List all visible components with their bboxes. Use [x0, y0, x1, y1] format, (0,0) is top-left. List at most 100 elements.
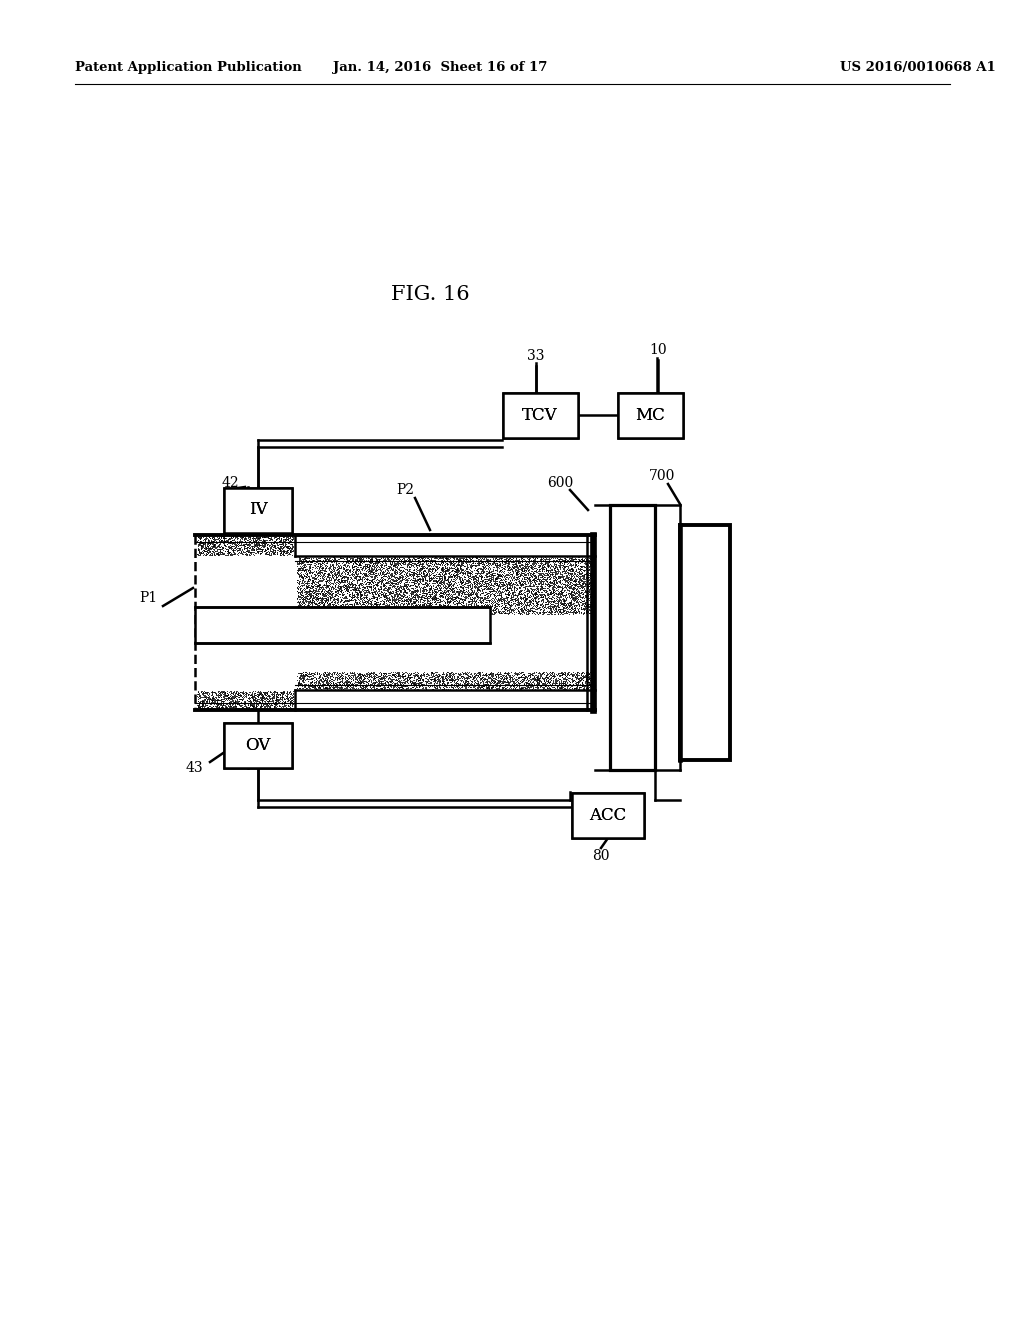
Point	[563, 598, 580, 619]
Point	[519, 577, 536, 598]
Point	[323, 583, 339, 605]
Point	[550, 568, 566, 589]
Point	[364, 564, 380, 585]
Point	[423, 663, 439, 684]
Point	[482, 569, 499, 590]
Point	[358, 585, 375, 606]
Point	[292, 664, 308, 685]
Point	[323, 578, 339, 599]
Point	[221, 688, 238, 709]
Point	[368, 562, 384, 583]
Point	[496, 574, 512, 595]
Point	[468, 546, 484, 568]
Point	[427, 661, 443, 682]
Point	[398, 562, 415, 583]
Point	[349, 582, 366, 603]
Point	[468, 582, 484, 603]
Point	[349, 558, 366, 579]
Point	[204, 544, 220, 565]
Point	[461, 599, 477, 620]
Point	[324, 663, 340, 684]
Point	[323, 594, 339, 615]
Point	[230, 540, 247, 561]
Point	[343, 667, 359, 688]
Point	[427, 552, 443, 573]
Point	[214, 541, 230, 562]
Point	[496, 667, 512, 688]
Point	[319, 589, 336, 610]
Point	[537, 675, 553, 696]
Point	[359, 672, 376, 693]
Point	[418, 672, 434, 693]
Point	[215, 698, 231, 719]
Point	[451, 587, 467, 609]
Point	[445, 601, 462, 622]
Point	[191, 532, 208, 553]
Point	[561, 673, 578, 694]
Point	[564, 665, 581, 686]
Point	[382, 591, 398, 612]
Point	[401, 602, 418, 623]
Point	[415, 597, 431, 618]
Point	[328, 565, 344, 586]
Point	[480, 664, 497, 685]
Point	[228, 527, 245, 548]
Point	[473, 590, 489, 611]
Point	[553, 672, 569, 693]
Point	[317, 587, 334, 609]
Point	[319, 574, 336, 595]
Point	[214, 531, 230, 552]
Point	[471, 661, 487, 682]
Point	[298, 664, 314, 685]
Point	[349, 565, 366, 586]
Point	[577, 565, 593, 586]
Point	[553, 573, 569, 594]
Point	[219, 698, 236, 719]
Point	[357, 587, 374, 609]
Point	[370, 558, 386, 579]
Point	[501, 594, 517, 615]
Point	[442, 578, 459, 599]
Point	[456, 573, 472, 594]
Point	[333, 570, 349, 591]
Point	[493, 561, 509, 582]
Point	[527, 560, 544, 581]
Point	[416, 594, 432, 615]
Point	[402, 564, 419, 585]
Point	[260, 528, 276, 549]
Point	[510, 553, 526, 574]
Point	[264, 688, 281, 709]
Point	[417, 560, 433, 581]
Point	[443, 677, 460, 698]
Point	[374, 566, 390, 587]
Point	[397, 664, 414, 685]
Point	[540, 593, 556, 614]
Point	[476, 585, 493, 606]
Point	[449, 550, 465, 572]
Point	[274, 527, 291, 548]
Point	[430, 668, 446, 689]
Point	[299, 565, 315, 586]
Point	[207, 540, 223, 561]
Point	[563, 675, 580, 696]
Point	[369, 560, 385, 581]
Point	[232, 698, 249, 719]
Point	[483, 550, 500, 572]
Point	[313, 597, 330, 618]
Point	[475, 570, 492, 591]
Point	[215, 688, 231, 709]
Point	[376, 672, 392, 693]
Point	[471, 579, 487, 601]
Point	[484, 591, 501, 612]
Point	[354, 568, 371, 589]
Point	[249, 693, 265, 714]
Point	[545, 564, 561, 585]
Point	[237, 684, 253, 705]
Point	[518, 569, 535, 590]
Point	[505, 676, 521, 697]
Point	[436, 581, 453, 602]
Point	[253, 686, 269, 708]
Point	[367, 599, 383, 620]
Point	[558, 574, 574, 595]
Point	[442, 553, 459, 574]
